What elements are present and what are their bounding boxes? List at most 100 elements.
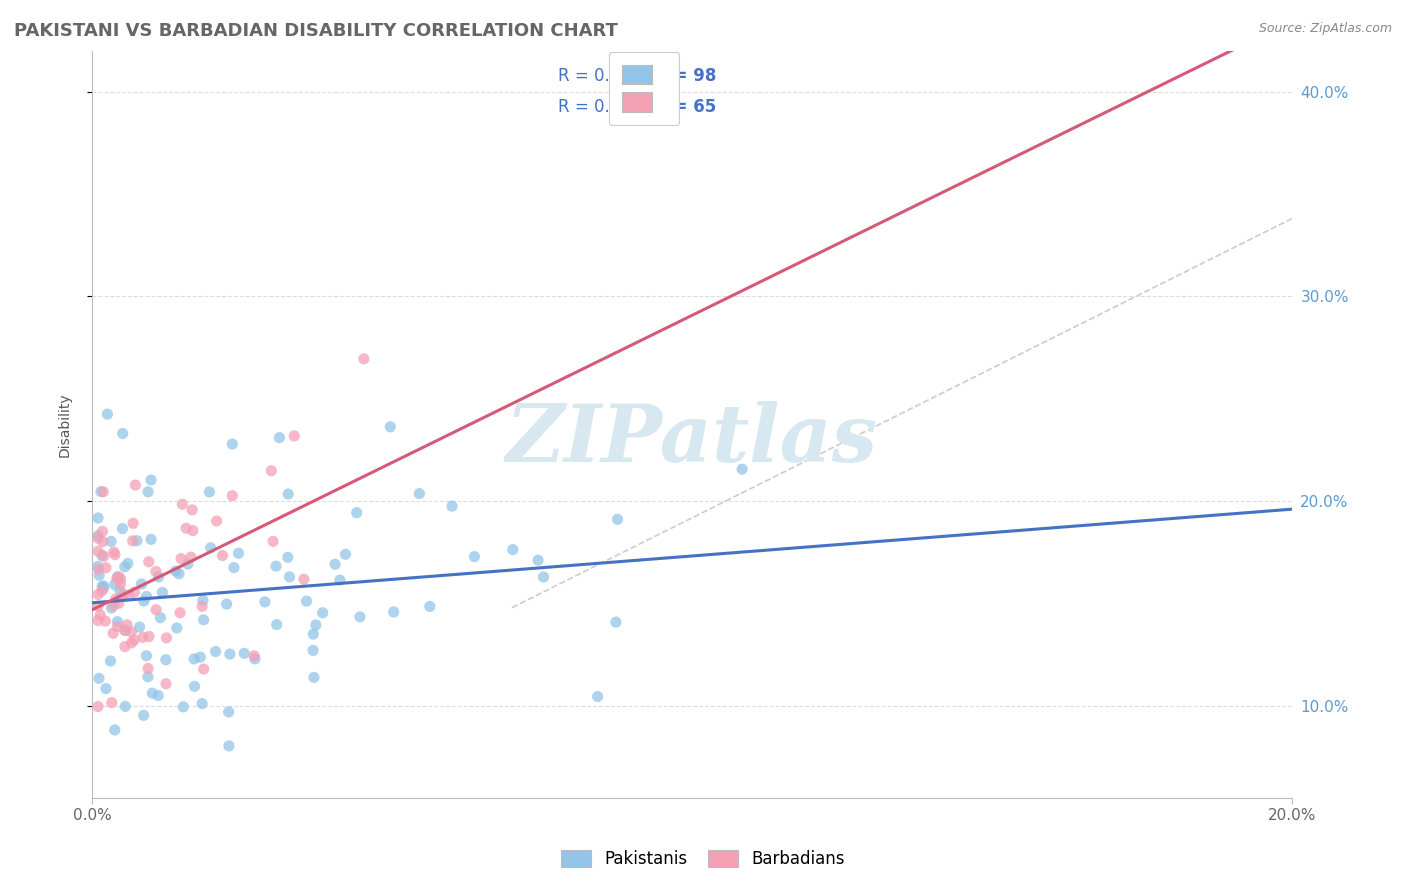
Point xyxy=(100,654,122,668)
Point xyxy=(110,577,132,591)
Point xyxy=(94,560,117,574)
Point xyxy=(114,624,136,638)
Point xyxy=(104,723,127,737)
Point xyxy=(228,546,250,560)
Point xyxy=(93,579,115,593)
Point xyxy=(96,407,118,421)
Point xyxy=(218,705,240,719)
Point xyxy=(87,511,110,525)
Point xyxy=(103,577,125,591)
Point xyxy=(278,570,301,584)
Point xyxy=(87,588,110,602)
Point xyxy=(283,429,305,443)
Point xyxy=(260,464,283,478)
Text: R = 0.371: R = 0.371 xyxy=(558,98,641,117)
Point xyxy=(312,606,335,620)
Point xyxy=(115,617,138,632)
Point xyxy=(104,548,127,562)
Point xyxy=(117,557,139,571)
Point xyxy=(107,570,129,584)
Point xyxy=(408,486,430,500)
Point xyxy=(198,484,221,499)
Point xyxy=(107,596,129,610)
Point xyxy=(94,681,117,696)
Point xyxy=(335,547,357,561)
Point xyxy=(87,614,110,628)
Point xyxy=(382,605,405,619)
Point xyxy=(174,521,197,535)
Point xyxy=(731,462,754,476)
Point xyxy=(105,620,128,634)
Point xyxy=(441,499,464,513)
Point xyxy=(218,647,240,661)
Point xyxy=(138,629,160,643)
Point xyxy=(181,524,204,538)
Point xyxy=(100,601,122,615)
Point xyxy=(87,544,110,558)
Point xyxy=(139,473,162,487)
Point xyxy=(136,661,159,675)
Point xyxy=(111,590,134,604)
Point xyxy=(346,506,368,520)
Point xyxy=(136,484,159,499)
Point xyxy=(112,587,135,601)
Point xyxy=(305,618,328,632)
Point xyxy=(205,514,228,528)
Point xyxy=(211,549,233,563)
Point xyxy=(91,583,114,598)
Point xyxy=(463,549,485,564)
Point xyxy=(132,708,155,723)
Point xyxy=(165,564,187,578)
Point xyxy=(183,679,205,693)
Point xyxy=(177,557,200,571)
Point xyxy=(87,529,110,543)
Point xyxy=(188,650,211,665)
Point xyxy=(87,699,110,714)
Point xyxy=(107,615,129,629)
Point xyxy=(148,570,170,584)
Point xyxy=(191,599,214,614)
Point xyxy=(380,420,402,434)
Point xyxy=(87,559,110,574)
Point xyxy=(87,599,110,614)
Point xyxy=(605,615,627,629)
Point xyxy=(136,670,159,684)
Point xyxy=(108,570,131,584)
Point xyxy=(155,631,177,645)
Point xyxy=(131,577,153,591)
Point xyxy=(172,699,194,714)
Point xyxy=(419,599,441,614)
Point xyxy=(166,621,188,635)
Point xyxy=(262,534,284,549)
Point xyxy=(302,643,325,657)
Point xyxy=(91,579,114,593)
Point xyxy=(253,595,276,609)
Point xyxy=(155,677,177,691)
Text: Source: ZipAtlas.com: Source: ZipAtlas.com xyxy=(1258,22,1392,36)
Point xyxy=(323,558,346,572)
Text: PAKISTANI VS BARBADIAN DISABILITY CORRELATION CHART: PAKISTANI VS BARBADIAN DISABILITY CORREL… xyxy=(14,22,617,40)
Point xyxy=(349,610,371,624)
Point xyxy=(121,625,143,640)
Point xyxy=(108,583,131,598)
Point xyxy=(135,590,157,604)
Point xyxy=(200,541,222,555)
Point xyxy=(94,614,117,628)
Point xyxy=(87,671,110,685)
Text: N = 65: N = 65 xyxy=(654,98,716,117)
Point xyxy=(264,559,287,574)
Point xyxy=(145,603,167,617)
Point xyxy=(132,630,155,644)
Point xyxy=(606,512,628,526)
Point xyxy=(87,531,110,545)
Point xyxy=(218,739,240,753)
Point xyxy=(122,516,145,531)
Point xyxy=(183,652,205,666)
Point xyxy=(145,565,167,579)
Text: R = 0.258: R = 0.258 xyxy=(558,67,641,85)
Point xyxy=(155,653,177,667)
Point xyxy=(111,426,134,441)
Point xyxy=(103,545,125,559)
Point xyxy=(90,484,112,499)
Point xyxy=(180,550,202,565)
